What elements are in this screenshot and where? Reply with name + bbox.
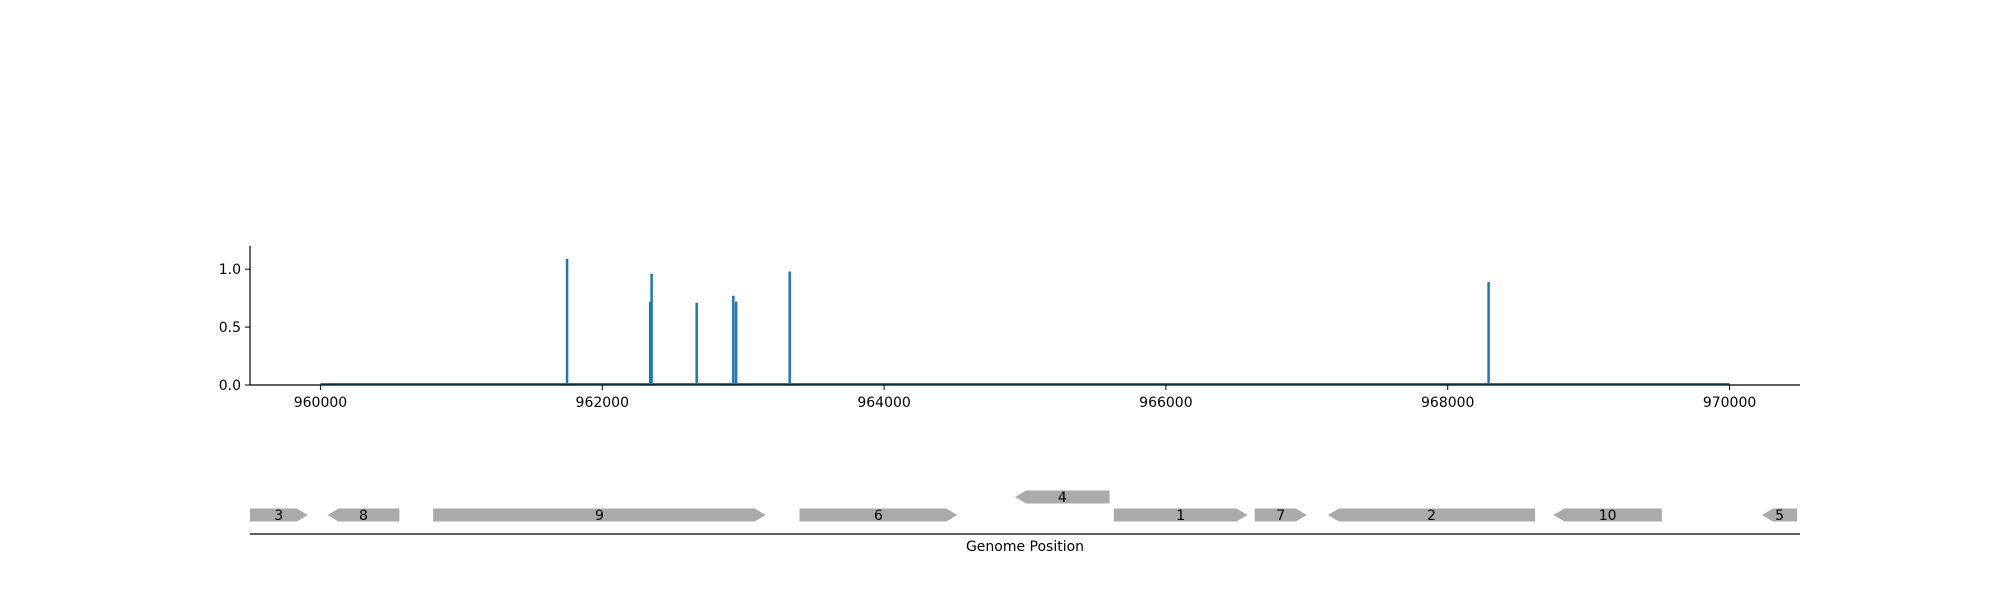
gene-arrow	[433, 508, 766, 522]
gene-label: 4	[1058, 490, 1067, 506]
gene-features: 3 8 9 6 4 1 7 2 10 5	[250, 490, 1798, 524]
y-axis-ticks: 0.0 0.5 1.0	[219, 262, 250, 394]
gene-feature: 3	[250, 508, 308, 524]
gene-feature: 6	[799, 508, 958, 524]
x-tick-label: 962000	[576, 395, 629, 411]
gene-feature: 2	[1327, 508, 1536, 524]
x-tick-label: 968000	[1421, 395, 1474, 411]
gene-label: 9	[595, 508, 604, 524]
gene-arrow	[1254, 508, 1307, 522]
gene-arrow	[1327, 508, 1536, 522]
gene-label: 1	[1176, 508, 1185, 524]
x-axis-ticks: 960000 962000 964000 966000 968000 970000	[294, 385, 1756, 411]
x-tick-label: 964000	[857, 395, 910, 411]
gene-arrow	[799, 508, 958, 522]
gene-arrow	[327, 508, 400, 522]
gene-label: 3	[274, 508, 283, 524]
gene-feature: 1	[1113, 508, 1248, 524]
gene-feature: 8	[327, 508, 400, 524]
gene-label: 5	[1775, 508, 1784, 524]
gene-arrow	[1113, 508, 1248, 522]
x-tick-label: 966000	[1139, 395, 1192, 411]
gene-label: 6	[874, 508, 883, 524]
y-tick-label: 0.0	[219, 378, 241, 394]
gene-arrow	[1015, 490, 1110, 504]
gene-arrow	[1761, 508, 1798, 522]
gene-label: 2	[1427, 508, 1436, 524]
coverage-chart: 960000 962000 964000 966000 968000 970000 0.0…	[219, 246, 1800, 411]
y-tick-label: 1.0	[219, 262, 241, 278]
x-tick-label: 970000	[1703, 395, 1756, 411]
x-tick-label: 960000	[294, 395, 347, 411]
gene-label: 10	[1599, 508, 1617, 524]
gene-feature: 4	[1015, 490, 1110, 506]
gene-feature: 9	[433, 508, 766, 524]
gene-feature: 10	[1553, 508, 1662, 524]
gene-feature: 7	[1254, 508, 1307, 524]
y-tick-label: 0.5	[219, 320, 241, 336]
gene-arrow	[250, 508, 308, 522]
gene-label: 8	[359, 508, 368, 524]
gene-feature: 5	[1761, 508, 1798, 524]
gene-track: 3 8 9 6 4 1 7 2 10 5 Genome Position	[250, 490, 1800, 555]
gene-arrow	[1553, 508, 1662, 522]
coverage-bars	[565, 258, 1490, 385]
gene-track-x-axis-label: Genome Position	[966, 539, 1084, 555]
gene-label: 7	[1276, 508, 1285, 524]
